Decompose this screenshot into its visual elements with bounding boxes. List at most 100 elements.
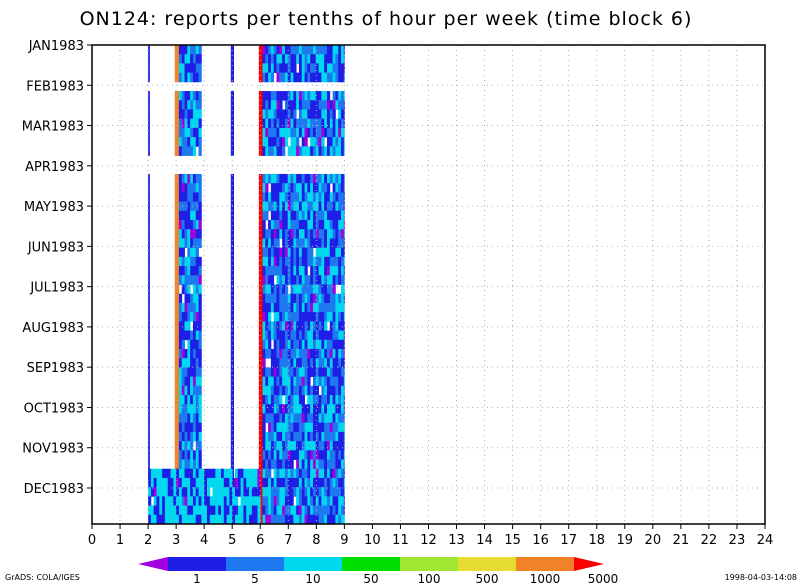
heatmap-cell — [298, 210, 303, 221]
heatmap-cell — [290, 459, 294, 470]
heatmap-cell — [148, 413, 150, 424]
heatmap-cell — [181, 266, 185, 276]
heatmap-cell — [341, 72, 345, 83]
heatmap-cell — [315, 450, 319, 460]
colorbar-label: 5 — [251, 572, 259, 585]
heatmap-cell — [261, 109, 263, 120]
heatmap-cell — [195, 330, 199, 341]
heatmap-cell — [324, 441, 328, 451]
heatmap-cell — [279, 173, 283, 184]
heatmap-cell — [324, 54, 328, 64]
heatmap-cell — [335, 91, 339, 101]
heatmap-cell — [312, 220, 317, 230]
heatmap-cell — [324, 275, 328, 285]
heatmap-cell — [304, 72, 308, 83]
heatmap-cell — [148, 91, 150, 101]
heatmap-cell — [195, 450, 199, 460]
heatmap-cell — [324, 422, 328, 433]
heatmap-cell — [326, 404, 331, 414]
heatmap-cell — [279, 63, 283, 74]
heatmap-cell — [148, 395, 150, 405]
heatmap-cell — [279, 450, 283, 460]
heatmap-cell — [335, 441, 339, 451]
heatmap-cell — [279, 312, 283, 322]
heatmap-cell — [273, 477, 277, 488]
heatmap-cell — [343, 422, 345, 433]
heatmap-cell — [246, 505, 250, 516]
heatmap-cell — [329, 302, 333, 313]
heatmap-cell — [279, 404, 283, 414]
heatmap-cell — [178, 247, 183, 258]
heatmap-cell — [310, 284, 314, 295]
heatmap-cell — [287, 91, 291, 101]
heatmap-cell — [318, 293, 322, 304]
heatmap-cell — [195, 302, 199, 313]
heatmap-cell — [296, 247, 300, 258]
heatmap-cell — [262, 63, 266, 74]
heatmap-cell — [343, 395, 345, 405]
heatmap-cell — [268, 514, 272, 525]
heatmap-cell — [187, 348, 191, 359]
heatmap-cell — [178, 137, 183, 147]
heatmap-cell — [315, 358, 319, 368]
heatmap-cell — [190, 441, 194, 451]
heatmap-cell — [324, 183, 328, 193]
grid-lines — [92, 45, 765, 524]
heatmap-cell — [332, 348, 336, 359]
heatmap-cell — [282, 413, 286, 424]
heatmap-cell — [341, 450, 345, 460]
heatmap-cell — [343, 339, 345, 350]
heatmap-cell — [307, 173, 311, 184]
heatmap-cell — [310, 422, 314, 433]
heatmap-cell — [190, 256, 194, 267]
heatmap-cell — [282, 229, 286, 239]
heatmap-cell — [318, 514, 322, 525]
heatmap-cell — [332, 376, 336, 387]
heatmap-cell — [268, 173, 272, 184]
heatmap-cell — [315, 312, 319, 322]
heatmap-cell — [243, 468, 247, 479]
heatmap-cell — [312, 385, 317, 396]
heatmap-cell — [324, 514, 328, 525]
heatmap-cell — [332, 256, 336, 267]
heatmap-cell — [310, 477, 314, 488]
heatmap-cell — [226, 487, 230, 497]
heatmap-cell — [301, 266, 305, 276]
heatmap-cell — [298, 358, 303, 368]
heatmap-cell — [293, 422, 297, 433]
heatmap-cell — [326, 247, 331, 258]
heatmap-cell — [184, 321, 188, 331]
heatmap-cell — [301, 330, 305, 341]
heatmap-cell — [223, 468, 227, 479]
heatmap-cell — [298, 302, 303, 313]
heatmap-cell — [343, 72, 345, 83]
heatmap-cell — [195, 395, 199, 405]
heatmap-cell — [284, 459, 289, 470]
heatmap-cell — [279, 302, 283, 313]
heatmap-cell — [341, 293, 345, 304]
heatmap-cell — [177, 229, 180, 239]
heatmap-cell — [181, 45, 185, 55]
heatmap-cell — [192, 275, 197, 285]
heatmap-cell — [293, 293, 297, 304]
heatmap-cell — [324, 127, 328, 138]
heatmap-cell — [318, 413, 322, 424]
heatmap-cell — [293, 404, 297, 414]
heatmap-cell — [287, 487, 291, 497]
heatmap-cell — [296, 293, 300, 304]
heatmap-cell — [335, 376, 339, 387]
heatmap-cell — [307, 118, 311, 129]
heatmap-cell — [229, 468, 233, 479]
heatmap-cell — [270, 395, 275, 405]
heatmap-cell — [187, 312, 191, 322]
heatmap-cell — [195, 321, 199, 331]
heatmap-cell — [315, 422, 319, 433]
heatmap-cell — [195, 293, 199, 304]
heatmap-cell — [318, 63, 322, 74]
heatmap-cell — [296, 302, 300, 313]
heatmap-cell — [265, 293, 269, 304]
heatmap-cell — [178, 459, 183, 470]
heatmap-cell — [335, 395, 339, 405]
heatmap-cell — [301, 348, 305, 359]
heatmap-cell — [174, 118, 178, 129]
